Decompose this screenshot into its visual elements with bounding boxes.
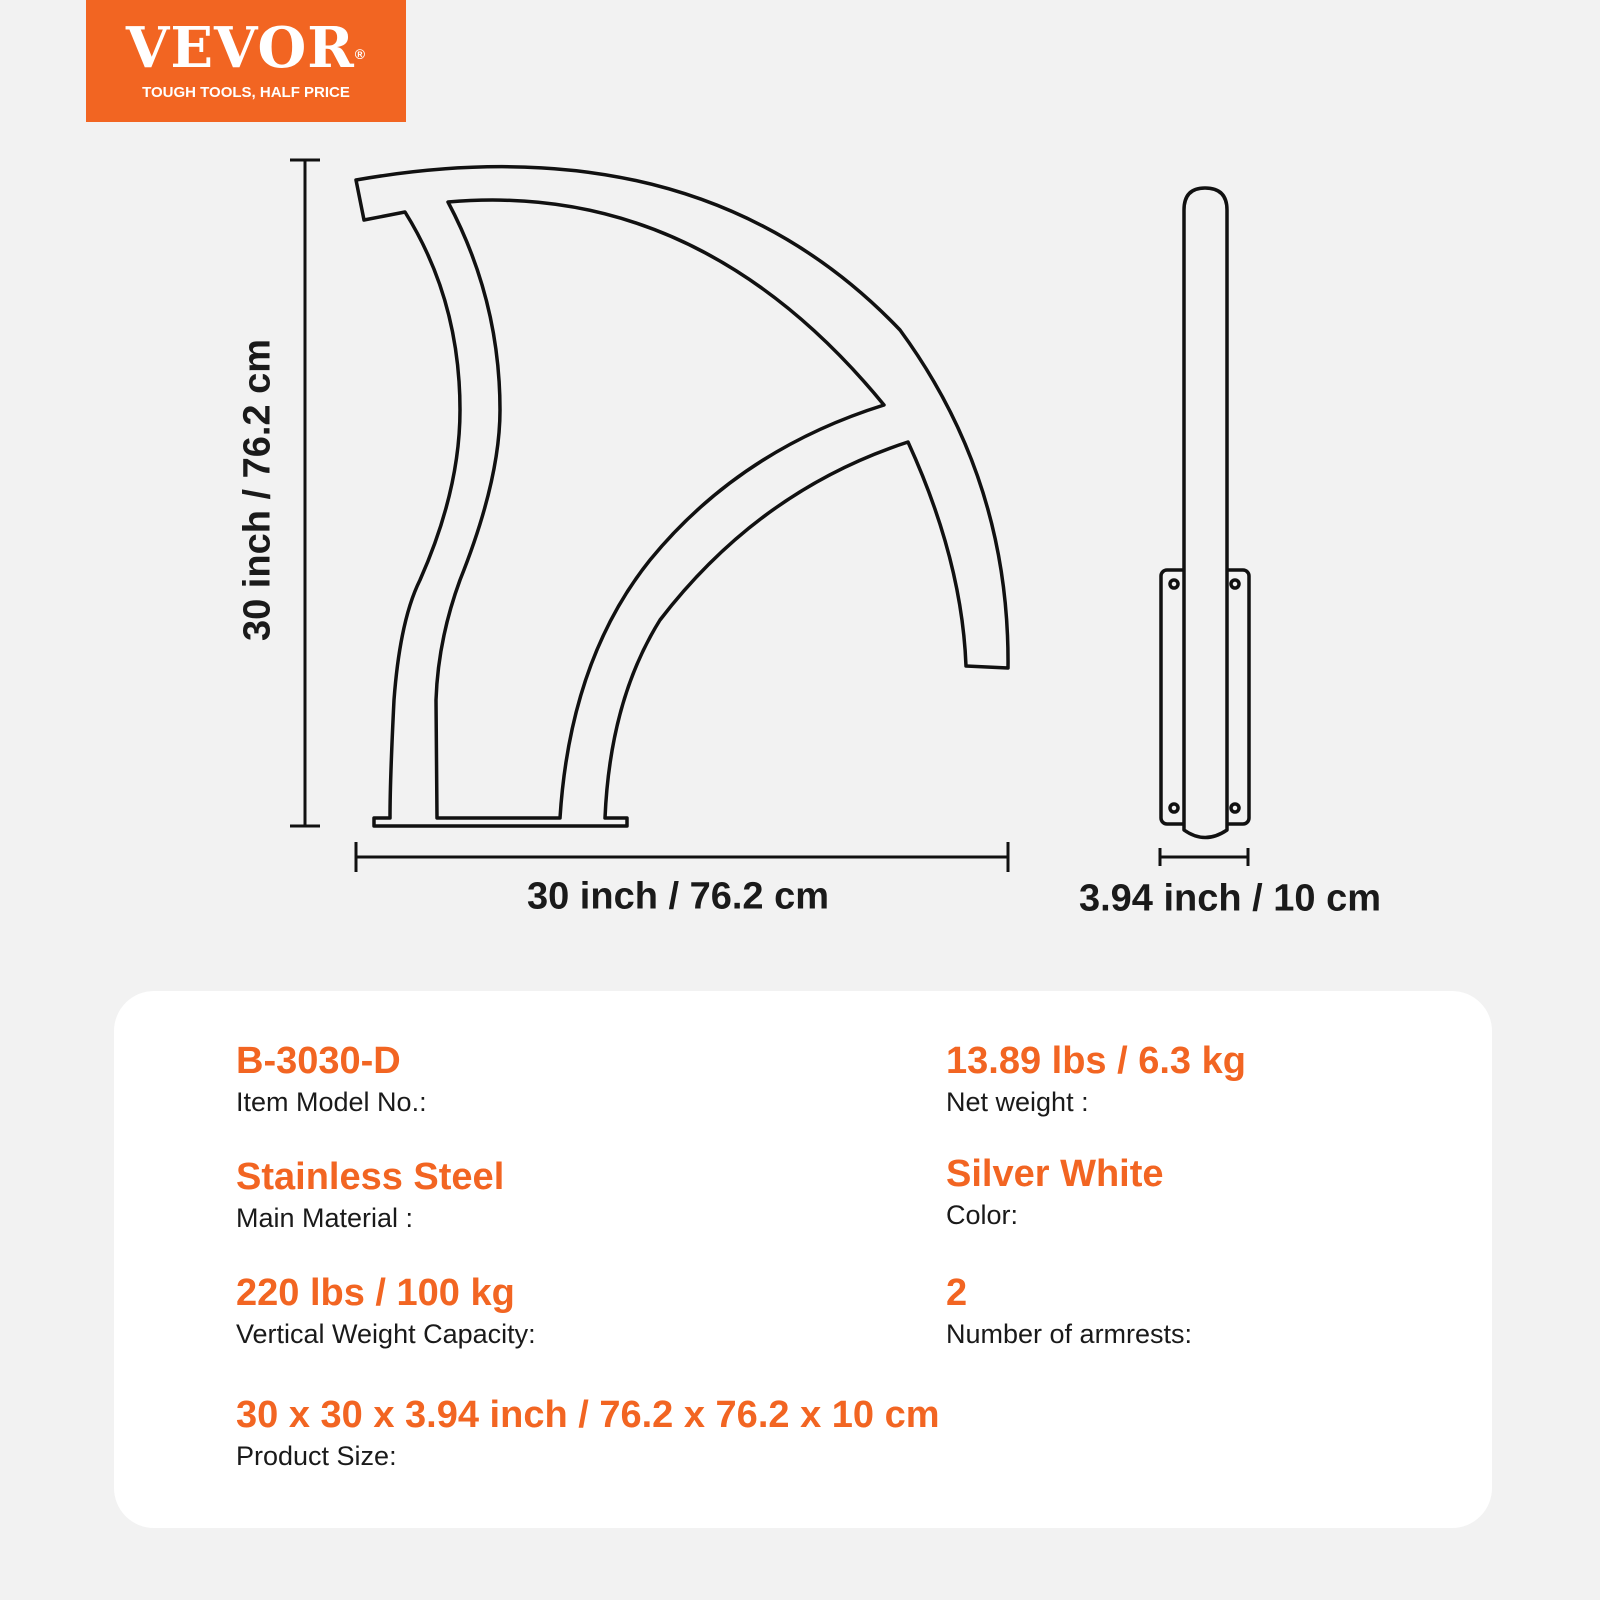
registered-mark: ® [354,46,367,62]
spec-color: Silver White Color: [946,1153,1164,1230]
logo-brand: VEVOR [125,15,355,81]
height-dimension-label: 30 inch / 76.2 cm [236,338,279,642]
dimension-lines [290,158,1250,872]
handrail-front-view [354,165,1010,828]
spec-armrests: 2 Number of armrests: [946,1272,1193,1349]
spec-card: B-3030-D Item Model No.: 13.89 lbs / 6.3 … [114,991,1492,1528]
vevor-logo: VEVOR® TOUGH TOOLS, HALF PRICE [86,0,406,122]
handrail-side-view [1159,186,1251,840]
logo-tagline: TOUGH TOOLS, HALF PRICE [142,84,350,101]
spec-net-weight: 13.89 lbs / 6.3 kg Net weight : [946,1040,1246,1117]
spec-model: B-3030-D Item Model No.: [236,1040,427,1117]
depth-dimension-label: 3.94 inch / 10 cm [1078,877,1382,920]
spec-material: Stainless Steel Main Material : [236,1156,505,1233]
spec-weight-capacity: 220 lbs / 100 kg Vertical Weight Capacity… [236,1272,536,1349]
handrail-diagram [290,158,1251,872]
width-dimension-label: 30 inch / 76.2 cm [526,875,830,918]
spec-product-size: 30 x 30 x 3.94 inch / 76.2 x 76.2 x 10 c… [236,1394,940,1471]
